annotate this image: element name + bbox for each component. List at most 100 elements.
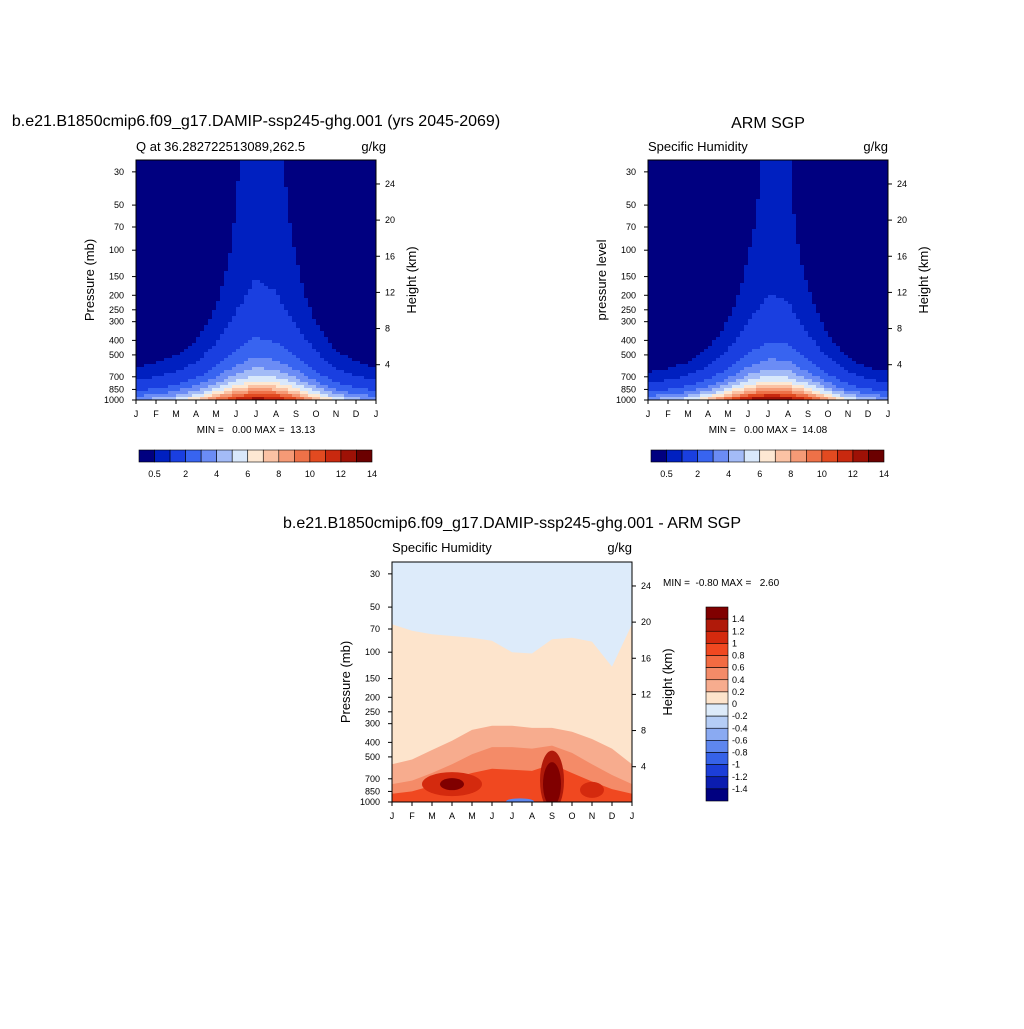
contour-cell bbox=[136, 244, 233, 248]
contour-cell bbox=[760, 160, 793, 164]
colorbar-swatch bbox=[216, 449, 233, 463]
contour-cell bbox=[136, 370, 177, 374]
contour-cell bbox=[136, 256, 229, 260]
contour-cell bbox=[224, 331, 301, 335]
contour-cell bbox=[220, 286, 253, 290]
contour-cell bbox=[876, 397, 888, 400]
contour-cell bbox=[220, 361, 245, 365]
contour-cell bbox=[300, 391, 309, 395]
contour-cell bbox=[136, 238, 233, 242]
contour-cell bbox=[716, 373, 737, 377]
y-tick-label: 1000 bbox=[616, 395, 636, 405]
contour-cell bbox=[804, 325, 825, 329]
contour-cell bbox=[156, 361, 197, 365]
panel-obs-ylabel-right: Height (km) bbox=[916, 246, 931, 313]
contour-cell bbox=[288, 217, 376, 221]
y-tick-label: 50 bbox=[370, 602, 380, 612]
contour-cell bbox=[692, 358, 717, 362]
contour-cell bbox=[232, 250, 297, 254]
contour-cell bbox=[136, 184, 237, 188]
contour-cell bbox=[648, 226, 757, 230]
contour-cell bbox=[696, 388, 713, 392]
y-tick-label: 150 bbox=[365, 674, 380, 684]
contour-cell bbox=[292, 394, 301, 398]
contour-cell bbox=[800, 250, 888, 254]
contour-cell bbox=[736, 295, 769, 299]
contour-cell bbox=[648, 322, 725, 326]
colorbar-tick-label: 2 bbox=[183, 469, 188, 479]
x-tick-label: J bbox=[646, 409, 651, 419]
colorbar-swatch bbox=[705, 703, 729, 717]
panel-diff-ylabel-right: Height (km) bbox=[660, 648, 675, 715]
contour-cell bbox=[252, 280, 261, 284]
contour-cell bbox=[296, 382, 309, 386]
contour-cell bbox=[136, 166, 241, 170]
colorbar-tick-label: 0.2 bbox=[732, 687, 745, 697]
contour-cell bbox=[216, 301, 245, 305]
x-tick-label: J bbox=[886, 409, 891, 419]
contour-cell bbox=[168, 391, 189, 395]
contour-cell bbox=[860, 391, 888, 395]
contour-cell bbox=[648, 202, 757, 206]
contour-cell bbox=[760, 163, 793, 167]
contour-cell bbox=[136, 289, 221, 293]
contour-cell bbox=[764, 301, 789, 305]
contour-cell bbox=[676, 364, 709, 368]
contour-cell bbox=[240, 163, 285, 167]
contour-cell bbox=[760, 346, 793, 350]
contour-cell bbox=[228, 322, 297, 326]
contour-cell bbox=[280, 343, 313, 347]
contour-cell bbox=[288, 349, 317, 353]
contour-cell bbox=[648, 286, 741, 290]
contour-cell bbox=[840, 394, 857, 398]
contour-cell bbox=[204, 391, 213, 395]
contour-cell bbox=[296, 376, 309, 380]
contour-cell bbox=[744, 385, 757, 389]
contour-cell bbox=[736, 379, 749, 383]
contour-cell bbox=[304, 286, 376, 290]
contour-cell bbox=[320, 328, 376, 332]
contour-cell bbox=[208, 349, 237, 353]
colorbar-swatch bbox=[325, 449, 342, 463]
contour-cell bbox=[292, 385, 305, 389]
y-tick-label: 30 bbox=[626, 167, 636, 177]
contour-cell bbox=[136, 316, 213, 320]
contour-cell bbox=[736, 373, 749, 377]
x-tick-label: M bbox=[428, 811, 436, 821]
contour-cell bbox=[288, 205, 376, 209]
contour-cell bbox=[736, 337, 813, 341]
contour-cell bbox=[136, 217, 237, 221]
y-tick-label: 150 bbox=[621, 272, 636, 282]
colorbar-tick-label: -0.2 bbox=[732, 711, 748, 721]
contour-cell bbox=[688, 394, 701, 398]
contour-cell bbox=[228, 355, 297, 359]
contour-cell bbox=[352, 373, 376, 377]
contour-cell bbox=[204, 325, 229, 329]
panel-diff-subtitle-right: g/kg bbox=[607, 540, 632, 555]
contour-cell bbox=[792, 202, 888, 206]
contour-cell bbox=[296, 325, 321, 329]
contour-cell bbox=[188, 397, 201, 400]
contour-cell bbox=[812, 373, 829, 377]
contour-cell bbox=[744, 280, 809, 284]
contour-cell bbox=[764, 298, 785, 302]
contour-blob-september-core bbox=[543, 762, 561, 802]
contour-cell bbox=[740, 334, 809, 338]
y-tick-label: 850 bbox=[109, 384, 124, 394]
contour-cell bbox=[792, 187, 888, 191]
contour-cell bbox=[828, 331, 888, 335]
contour-cell bbox=[712, 388, 725, 392]
x-tick-label: J bbox=[510, 811, 515, 821]
contour-cell bbox=[288, 391, 301, 395]
contour-cell bbox=[328, 376, 365, 380]
contour-cell bbox=[748, 253, 801, 257]
contour-cell bbox=[316, 385, 329, 389]
contour-cell bbox=[300, 358, 325, 362]
contour-cell bbox=[136, 379, 189, 383]
contour-cell bbox=[196, 376, 217, 380]
contour-cell bbox=[648, 178, 761, 182]
contour-cell bbox=[648, 331, 721, 335]
contour-cell bbox=[336, 367, 376, 371]
contour-cell bbox=[336, 388, 369, 392]
contour-cell bbox=[648, 265, 745, 269]
